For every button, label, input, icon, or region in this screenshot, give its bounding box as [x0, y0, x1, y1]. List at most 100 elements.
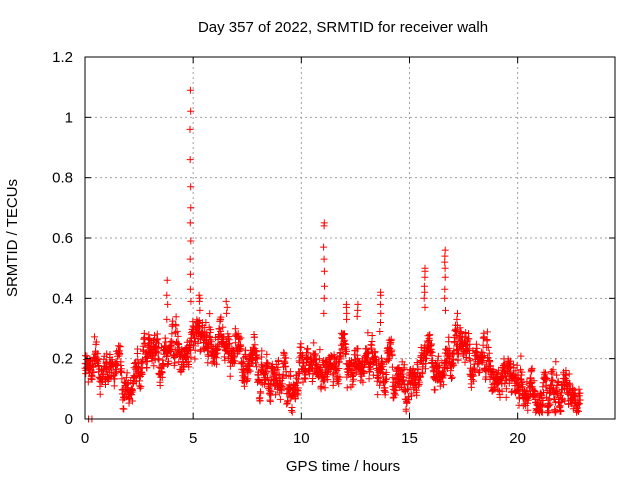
data-point [441, 273, 449, 281]
data-point [575, 385, 583, 393]
data-point [158, 373, 166, 381]
data-point [196, 306, 204, 314]
data-point [441, 258, 449, 266]
data-point [136, 377, 143, 385]
data-point [92, 338, 100, 346]
data-point [187, 237, 195, 245]
data-point [479, 341, 487, 349]
data-point [295, 370, 303, 377]
data-point [441, 285, 449, 293]
data-point [194, 339, 202, 347]
data-point [454, 309, 461, 317]
data-point [336, 373, 344, 381]
y-tick-label: 0.8 [52, 170, 73, 187]
x-tick-label: 15 [401, 430, 418, 447]
data-point [312, 350, 320, 358]
y-tick-label: 0.2 [52, 351, 73, 368]
data-point [291, 395, 299, 403]
data-point [461, 358, 469, 366]
data-point [186, 86, 194, 94]
data-point [310, 339, 318, 347]
data-point [383, 375, 390, 383]
data-point [186, 156, 194, 164]
data-point [182, 353, 190, 360]
data-point [553, 371, 561, 379]
data-point [253, 363, 261, 371]
data-point [564, 390, 572, 398]
data-point [540, 389, 547, 396]
data-point [160, 362, 168, 370]
data-point [150, 337, 157, 345]
y-tick-label: 0.6 [52, 230, 73, 247]
data-point [400, 361, 408, 369]
data-point [531, 388, 539, 396]
data-point [484, 354, 492, 362]
x-axis-label: GPS time / hours [286, 458, 400, 475]
data-point [226, 372, 234, 380]
data-point [391, 387, 399, 395]
data-point [321, 384, 329, 392]
data-point [186, 285, 194, 293]
data-point [479, 357, 487, 364]
data-point [465, 335, 473, 343]
data-point [454, 346, 462, 354]
data-point [246, 367, 254, 375]
data-point [320, 294, 328, 302]
data-point [408, 392, 415, 400]
data-point [267, 387, 275, 395]
data-point [208, 338, 216, 346]
data-point [202, 319, 210, 326]
data-point [445, 344, 453, 352]
data-point [417, 373, 424, 381]
data-point [110, 382, 118, 390]
data-point [454, 356, 462, 364]
data-point [214, 345, 222, 353]
data-point [570, 386, 578, 394]
data-point [367, 365, 375, 373]
data-point [207, 326, 215, 334]
data-point [243, 376, 251, 384]
data-point [282, 354, 290, 362]
data-point [275, 371, 283, 379]
data-point [150, 362, 158, 370]
data-point [377, 309, 385, 317]
data-point [187, 353, 195, 361]
data-point [173, 327, 181, 335]
data-point [129, 387, 137, 395]
data-point [448, 373, 456, 381]
data-point [90, 369, 98, 376]
data-point [365, 375, 373, 383]
data-point [163, 315, 171, 323]
gridlines [85, 57, 615, 419]
data-point [426, 331, 434, 339]
data-point [224, 334, 232, 342]
data-point [317, 382, 325, 390]
data-point [528, 364, 536, 372]
data-point [250, 333, 258, 341]
data-point [212, 354, 220, 362]
data-point [320, 267, 328, 275]
data-point [483, 337, 491, 345]
data-point [186, 125, 194, 133]
data-point [164, 361, 172, 369]
data-point [491, 385, 499, 393]
data-point [255, 377, 263, 385]
data-point [319, 378, 327, 386]
data-point [276, 395, 284, 403]
data-point [116, 343, 124, 351]
data-point [186, 255, 194, 263]
data-point [258, 347, 266, 355]
data-point [441, 294, 449, 302]
data-point [128, 397, 136, 405]
data-point [441, 264, 449, 272]
data-point [557, 407, 565, 415]
data-point [354, 345, 362, 353]
data-point [187, 107, 195, 115]
data-point [388, 363, 396, 371]
data-point [267, 381, 275, 388]
data-point [400, 373, 408, 381]
data-point [362, 357, 370, 365]
data-point [376, 378, 384, 386]
data-point [494, 386, 502, 394]
